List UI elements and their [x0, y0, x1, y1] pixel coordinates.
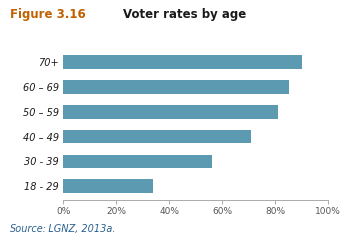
Bar: [63, 105, 278, 119]
Bar: [63, 130, 251, 143]
Text: Voter rates by age: Voter rates by age: [123, 8, 246, 21]
Text: Source:: Source:: [10, 224, 47, 234]
Bar: [63, 154, 212, 168]
Text: Figure 3.16: Figure 3.16: [10, 8, 86, 21]
Text: LGNZ, 2013a.: LGNZ, 2013a.: [39, 224, 116, 234]
Bar: [63, 180, 153, 193]
Bar: [63, 80, 289, 94]
Bar: [63, 55, 302, 69]
